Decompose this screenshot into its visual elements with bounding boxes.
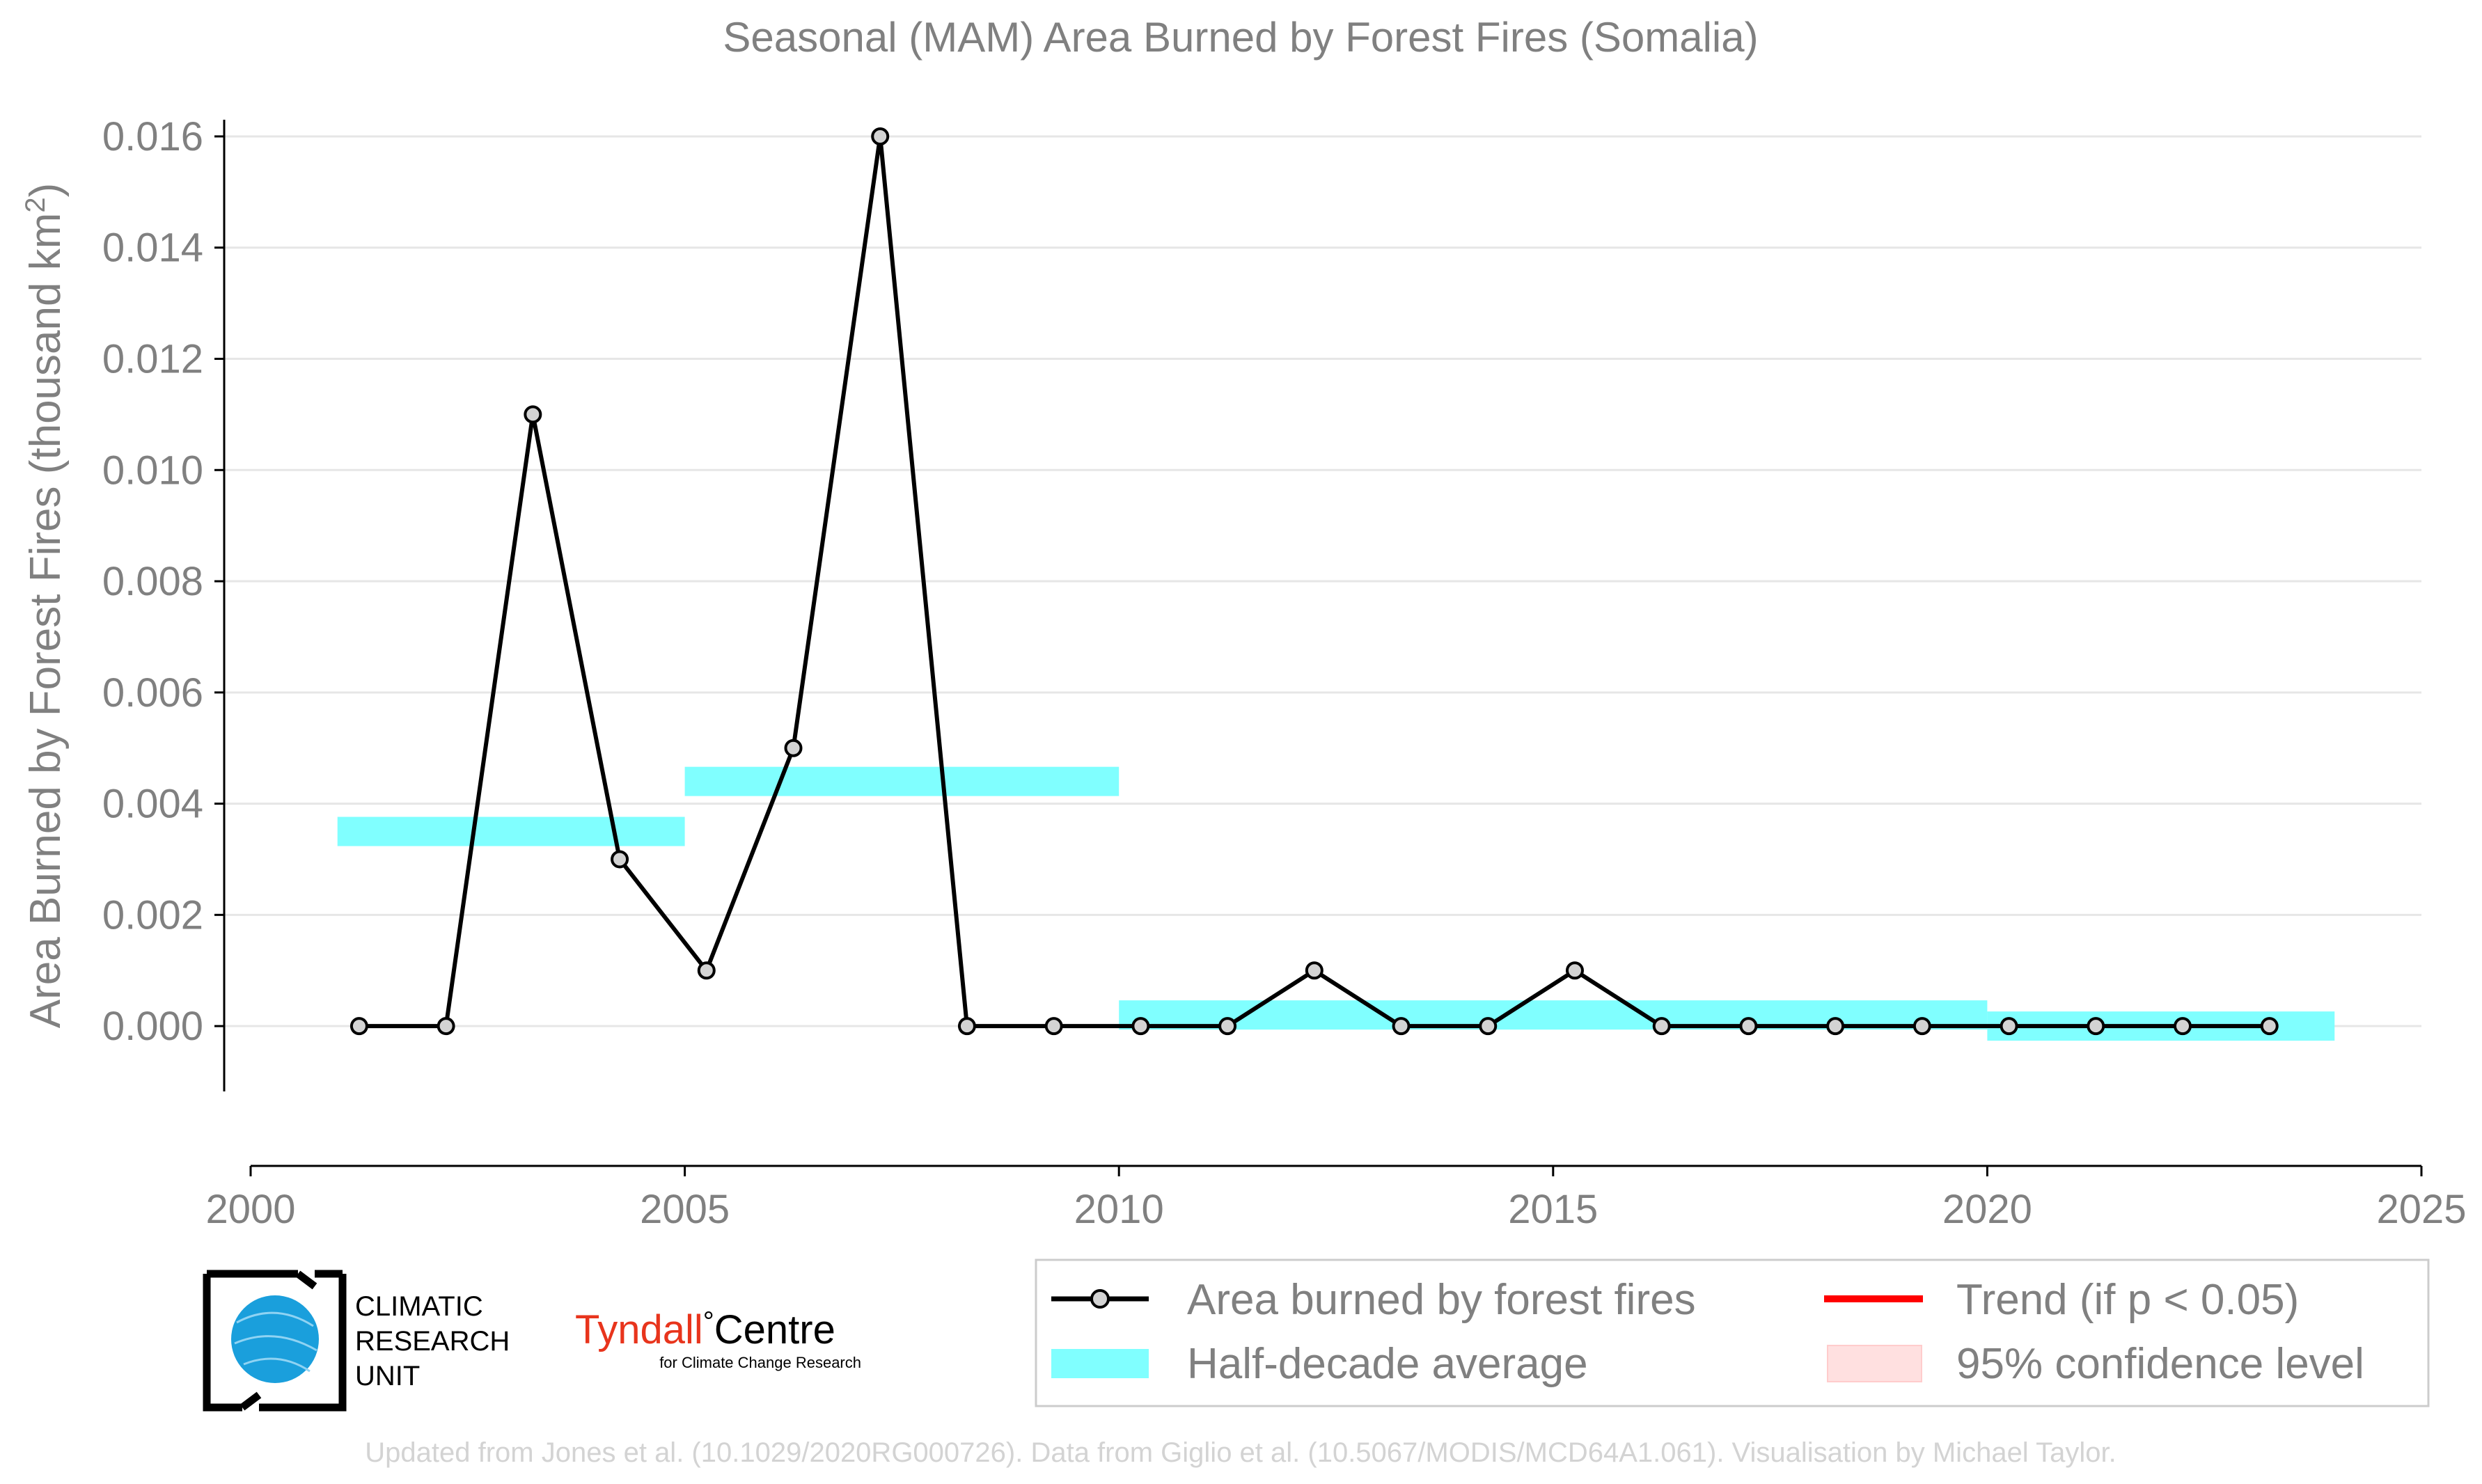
chart-title: Seasonal (MAM) Area Burned by Forest Fir… (723, 14, 1758, 61)
x-tick-label: 2020 (1942, 1187, 2032, 1232)
data-point (1392, 1017, 1411, 1036)
data-point (437, 1017, 455, 1036)
cru-line-3: UNIT (355, 1361, 420, 1391)
data-point (697, 961, 716, 980)
data-point (957, 1017, 976, 1036)
data-point (871, 127, 890, 145)
y-tick-label: 0.006 (102, 670, 203, 716)
y-axis-label: Area Burned by Forest Fires (thousand km… (20, 183, 70, 1029)
legend-item-area-burned: Area burned by forest fires (1051, 1276, 1696, 1324)
tyndall-subtitle: for Climate Change Research (659, 1354, 861, 1371)
data-point (1044, 1017, 1063, 1036)
legend-item-trend: Trend (if p < 0.05) (1824, 1276, 2299, 1324)
tyndall-wordmark: Tyndall°Centre (575, 1307, 835, 1352)
data-point (2000, 1017, 2018, 1036)
half-decade-band (337, 816, 685, 846)
x-tick-label: 2000 (205, 1187, 295, 1232)
gridlines (224, 135, 2421, 1027)
credit-line: Updated from Jones et al. (10.1029/2020R… (365, 1437, 2116, 1468)
data-point (1826, 1017, 1845, 1036)
y-tick-label: 0.012 (102, 337, 203, 382)
data-point (1305, 961, 1324, 980)
svg-text:Area burned by forest fires: Area burned by forest fires (1187, 1276, 1696, 1324)
data-point (611, 850, 629, 869)
x-tick-label: 2010 (1074, 1187, 1164, 1232)
y-tick-label: 0.002 (102, 892, 203, 938)
y-tick-label: 0.000 (102, 1004, 203, 1049)
data-point (1912, 1017, 1931, 1036)
svg-text:Trend (if p < 0.05): Trend (if p < 0.05) (1956, 1276, 2299, 1324)
tyndall-logo: Tyndall°Centre for Climate Change Resear… (575, 1307, 861, 1371)
y-tick-label: 0.004 (102, 782, 203, 827)
cru-line-1: CLIMATIC (355, 1291, 483, 1322)
legend: Area burned by forest fires Trend (if p … (1035, 1258, 2430, 1407)
data-point (2087, 1017, 2105, 1036)
data-point (2260, 1017, 2279, 1036)
data-series (349, 127, 2279, 1036)
cru-logo: CLIMATIC RESEARCH UNIT (203, 1270, 510, 1412)
y-tick-label: 0.008 (102, 559, 203, 604)
data-point (1565, 961, 1584, 980)
x-ticks: 2000 2005 2010 2015 2020 2025 (205, 1166, 2467, 1232)
data-point (2174, 1017, 2192, 1036)
cru-line-2: RESEARCH (355, 1326, 510, 1357)
x-tick-label: 2005 (640, 1187, 730, 1232)
legend-box (1035, 1258, 2430, 1407)
data-point (1218, 1017, 1237, 1036)
data-point (524, 405, 542, 424)
data-point (349, 1017, 368, 1036)
y-ticks: 0.000 0.002 0.004 0.006 0.008 0.010 0.012 0.014… (102, 114, 224, 1049)
legend-item-half-decade: Half-decade average (1051, 1340, 1588, 1388)
data-point (1479, 1017, 1498, 1036)
x-tick-label: 2015 (1508, 1187, 1598, 1232)
data-point (1131, 1017, 1150, 1036)
data-point (784, 739, 803, 757)
y-tick-label: 0.010 (102, 448, 203, 493)
half-decade-average-bands (337, 766, 2335, 1041)
legend-item-confidence: 95% confidence level (1827, 1340, 2364, 1388)
data-point (1652, 1017, 1671, 1036)
svg-text:Half-decade average: Half-decade average (1187, 1340, 1588, 1388)
y-tick-label: 0.014 (102, 226, 203, 271)
half-decade-band (684, 766, 1120, 796)
y-tick-label: 0.016 (102, 114, 203, 159)
data-point (1739, 1017, 1758, 1036)
svg-text:95% confidence level: 95% confidence level (1956, 1340, 2364, 1388)
x-tick-label: 2025 (2376, 1187, 2466, 1232)
